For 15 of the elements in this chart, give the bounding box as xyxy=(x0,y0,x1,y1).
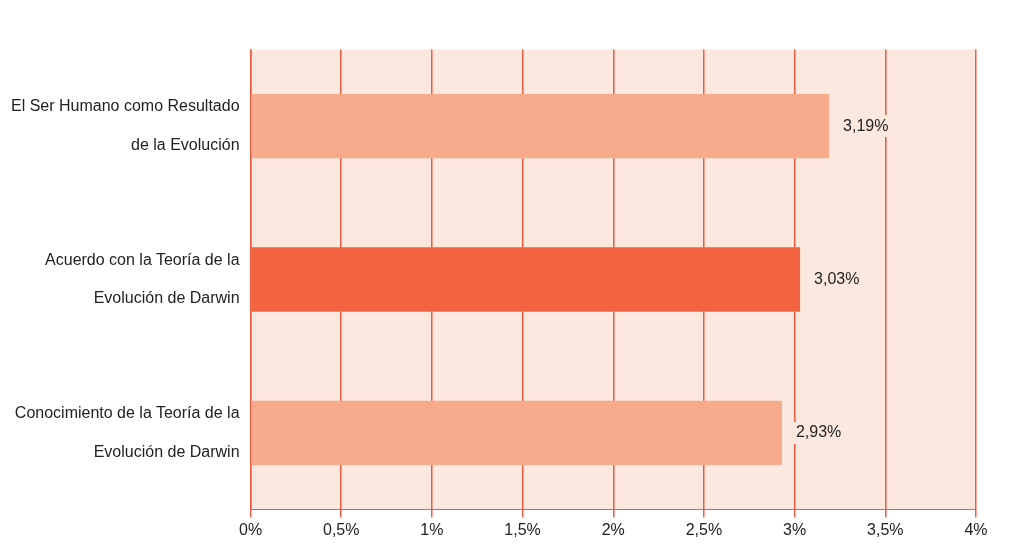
category-label: Acuerdo con la Teoría de la Evolución de Darwin xyxy=(45,250,240,307)
x-tick-label: 1% xyxy=(420,520,444,538)
x-tick-label: 0% xyxy=(238,520,263,538)
x-tick-label: 2,5% xyxy=(685,520,723,538)
data-label: 2,93% xyxy=(795,423,842,441)
x-tick-label: 3,5% xyxy=(867,520,904,538)
x-tick-label: 2% xyxy=(601,520,625,538)
category-label: El Ser Humano como Resultado de la Evolución xyxy=(10,97,240,153)
x-tick-label: 4% xyxy=(964,520,988,538)
x-tick-label: 1,5% xyxy=(504,520,541,538)
data-label: 3,03% xyxy=(814,269,860,287)
data-label: 3,19% xyxy=(843,116,889,134)
x-tick-label: 0,5% xyxy=(323,520,360,538)
category-label: Conocimiento de la Teoría de la Evolución de Darwin xyxy=(14,404,240,460)
x-tick-label: 3% xyxy=(783,520,807,538)
